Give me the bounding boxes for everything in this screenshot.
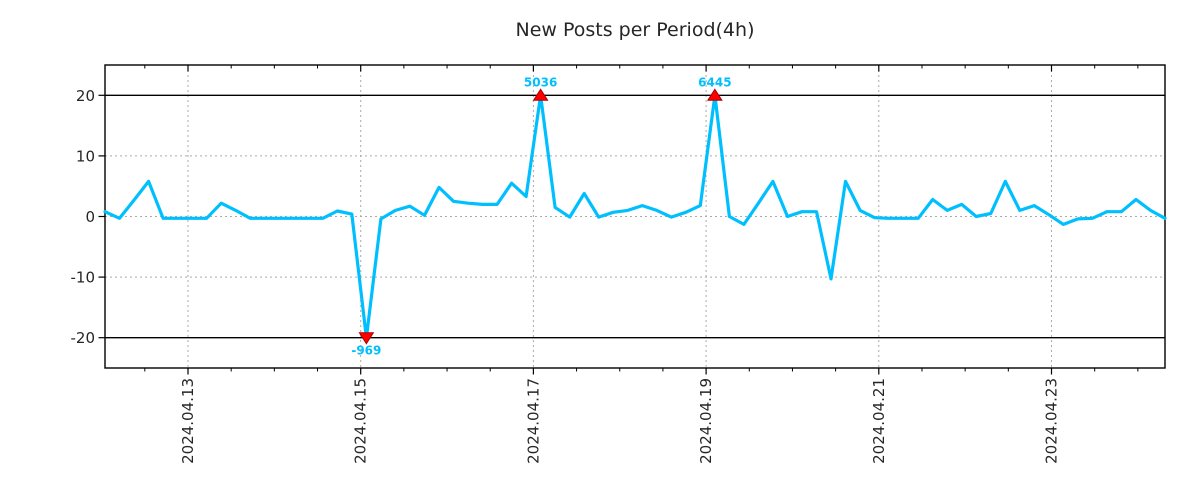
y-tick-label: -20 — [71, 329, 96, 347]
y-tick-label: 20 — [76, 87, 95, 105]
threshold-lines-group — [105, 94, 1165, 339]
axis-ticks-group — [98, 65, 1139, 375]
extreme-value-label: -969 — [351, 344, 381, 358]
x-tick-label: 2024.04.15 — [352, 378, 370, 464]
gridlines-group — [105, 65, 1165, 368]
peak-marker — [532, 88, 549, 101]
peak-marker — [706, 88, 723, 101]
x-tick-label: 2024.04.21 — [870, 378, 888, 464]
axis-labels-group: 2024.04.13 2024.04.15 2024.04.17 2024.04.19… — [71, 87, 1061, 464]
dip-marker — [358, 332, 375, 345]
x-tick-label: 2024.04.13 — [179, 378, 197, 464]
x-tick-label: 2024.04.23 — [1043, 378, 1061, 464]
extreme-markers-group — [358, 88, 723, 345]
annotations-group: -969 5036 6445 — [351, 75, 731, 357]
extreme-value-label: 6445 — [698, 75, 731, 89]
series-line — [103, 93, 1167, 340]
y-tick-label: -10 — [71, 269, 96, 287]
x-tick-label: 2024.04.19 — [697, 378, 715, 464]
x-tick-label: 2024.04.17 — [524, 378, 542, 464]
y-tick-label: 0 — [85, 208, 95, 226]
extreme-value-label: 5036 — [524, 75, 557, 89]
chart-title: New Posts per Period(4h) — [516, 19, 755, 41]
y-tick-label: 10 — [76, 147, 95, 165]
data-series-group — [103, 93, 1167, 340]
